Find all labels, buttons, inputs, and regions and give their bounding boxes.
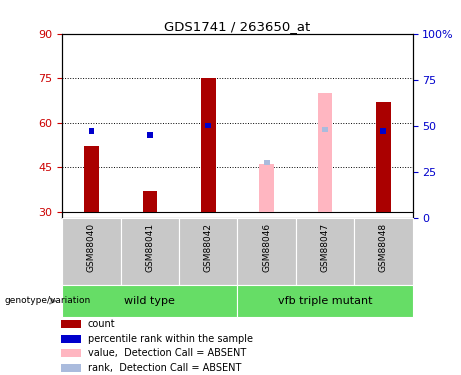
- Text: value,  Detection Call = ABSENT: value, Detection Call = ABSENT: [88, 348, 246, 358]
- Bar: [264, 160, 270, 165]
- Bar: [179, 217, 237, 285]
- Bar: [376, 102, 391, 212]
- Text: GSM88042: GSM88042: [204, 223, 213, 272]
- Bar: [237, 217, 296, 285]
- Bar: [259, 164, 274, 211]
- Bar: [318, 93, 332, 212]
- Bar: [61, 320, 81, 328]
- Bar: [62, 285, 237, 317]
- Bar: [142, 191, 157, 211]
- Text: percentile rank within the sample: percentile rank within the sample: [88, 334, 253, 344]
- Title: GDS1741 / 263650_at: GDS1741 / 263650_at: [164, 20, 311, 33]
- Text: GSM88041: GSM88041: [145, 223, 154, 272]
- Bar: [121, 217, 179, 285]
- Bar: [205, 123, 211, 128]
- Bar: [61, 349, 81, 357]
- Bar: [201, 78, 216, 212]
- Text: count: count: [88, 319, 115, 329]
- Text: vfb triple mutant: vfb triple mutant: [278, 296, 372, 306]
- Bar: [84, 146, 99, 211]
- Bar: [354, 217, 413, 285]
- Bar: [296, 217, 354, 285]
- Text: GSM88046: GSM88046: [262, 223, 271, 272]
- Bar: [322, 126, 328, 132]
- Text: wild type: wild type: [124, 296, 175, 306]
- Text: rank,  Detection Call = ABSENT: rank, Detection Call = ABSENT: [88, 363, 241, 373]
- Text: GSM88047: GSM88047: [320, 223, 330, 272]
- Bar: [61, 364, 81, 372]
- Bar: [89, 128, 95, 134]
- Bar: [380, 128, 386, 134]
- Bar: [237, 285, 413, 317]
- Bar: [61, 334, 81, 343]
- Text: GSM88040: GSM88040: [87, 223, 96, 272]
- Bar: [147, 132, 153, 138]
- Text: genotype/variation: genotype/variation: [5, 296, 91, 305]
- Text: GSM88048: GSM88048: [379, 223, 388, 272]
- Bar: [62, 217, 121, 285]
